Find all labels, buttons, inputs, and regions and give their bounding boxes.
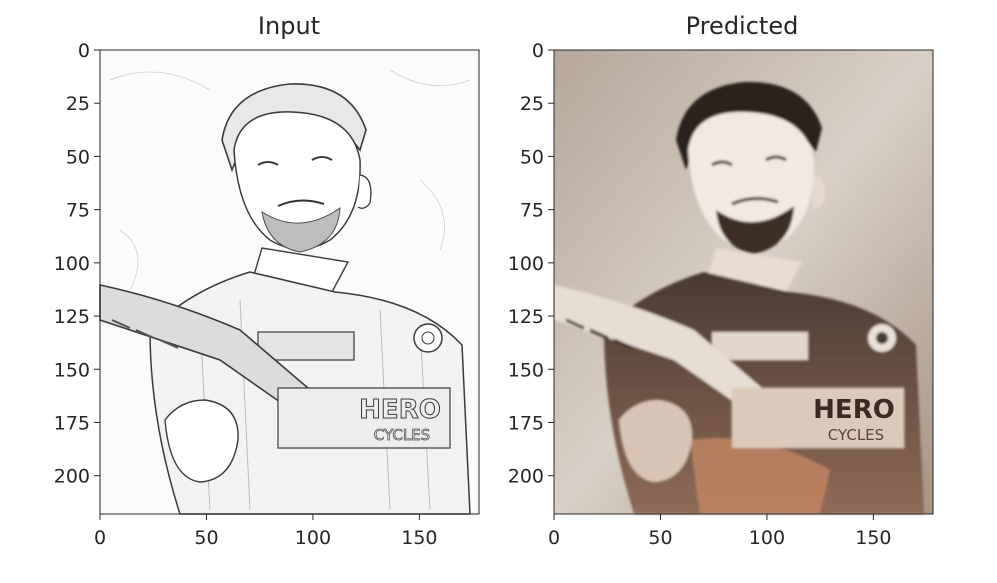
predicted-axes: 0 50 100 150 0 25 50 75 100 125 150 175 200 [508,40,892,549]
predicted-ytick-label: 0 [532,40,544,62]
input-xtick-label: 50 [194,527,218,549]
input-image: HERO CYCLES [99,49,480,515]
input-sponsor-text-1: HERO [359,395,441,425]
predicted-ytick-label: 100 [508,253,544,275]
predicted-panel: Predicted [508,12,934,549]
input-xtick-label: 100 [295,527,331,549]
input-ytick-label: 150 [54,359,90,381]
input-xtick-label: 0 [94,527,106,549]
predicted-ytick-label: 150 [508,359,544,381]
predicted-ytick-label: 200 [508,466,544,488]
input-xtick-label: 150 [401,527,437,549]
predicted-sponsor-text-1: HERO [813,395,895,425]
predicted-ytick-label: 50 [520,146,544,168]
predicted-ytick-label: 25 [520,93,544,115]
input-ytick-label: 50 [66,146,90,168]
predicted-ytick-label: 175 [508,412,544,434]
input-sponsor-text-2: CYCLES [374,426,430,444]
input-panel-title: Input [258,12,320,40]
input-ytick-label: 0 [78,40,90,62]
input-ytick-label: 200 [54,466,90,488]
predicted-xtick-label: 100 [749,527,785,549]
predicted-ytick-label: 125 [508,306,544,328]
input-ytick-label: 75 [66,200,90,222]
predicted-xtick-label: 50 [648,527,672,549]
input-ytick-label: 25 [66,93,90,115]
input-ytick-label: 125 [54,306,90,328]
input-ytick-label: 175 [54,412,90,434]
predicted-xtick-label: 150 [855,527,891,549]
predicted-sponsor-text-2: CYCLES [828,426,884,444]
predicted-xtick-label: 0 [548,527,560,549]
predicted-panel-title: Predicted [686,12,799,40]
predicted-ytick-label: 75 [520,200,544,222]
input-axes: 0 50 100 150 0 25 50 75 100 125 150 175 200 [54,40,438,549]
input-panel: Input [54,12,480,549]
input-ytick-label: 100 [54,253,90,275]
predicted-image: HERO CYCLES [553,49,934,515]
